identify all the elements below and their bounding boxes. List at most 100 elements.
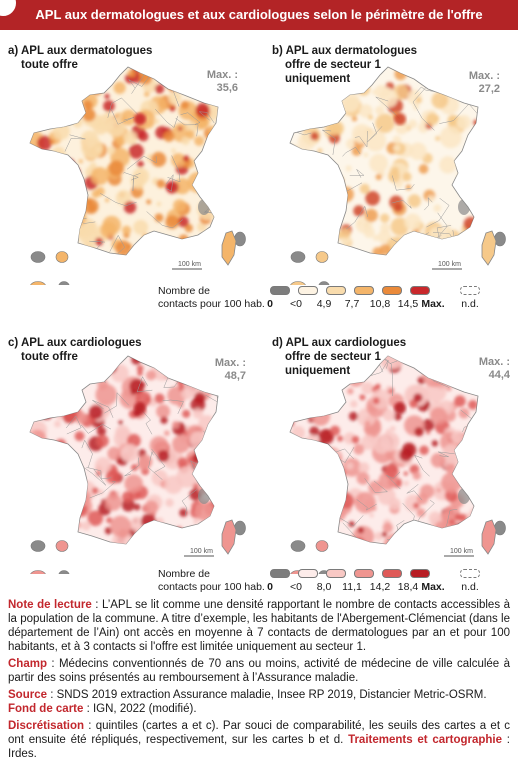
panel-d-title: d) APL aux cardiologues offre de secteur… [272, 336, 406, 378]
panel-b-title-line2: offre de secteur 1 [285, 59, 381, 71]
legend-cardio-label: Nombre de contacts pour 100 hab. [158, 568, 265, 594]
panel-a-max-label: Max. : [206, 69, 238, 81]
overseas-territory-inset [58, 281, 70, 285]
corse-outline [221, 519, 237, 555]
panel-b-title-line1: b) APL aux dermatologues [272, 45, 418, 57]
panel-c-max: Max. : 48,7 [186, 357, 246, 383]
legend-derm-scale: 0 <0 4,9 7,7 10,8 14,5 Max. n.d. [267, 286, 518, 312]
panel-a-title-line2: toute offre [21, 59, 78, 71]
legend-swatch [298, 286, 318, 295]
corse-outline [481, 519, 497, 555]
note-lecture-label: Note de lecture [8, 599, 92, 611]
france-map-d [289, 355, 506, 574]
overseas-territory-inset [30, 251, 46, 263]
overseas-territory-inset [318, 281, 330, 285]
panel-a-title-line1: a) APL aux dermatologues [8, 45, 153, 57]
legend-swatch [382, 569, 402, 578]
legend-swatch [298, 569, 318, 578]
legend-swatch [326, 569, 346, 578]
figure-title: APL aux dermatologues et aux cardiologue… [35, 7, 483, 22]
legend-derm-label: Nombre de contacts pour 100 hab. [158, 285, 265, 311]
legend-swatch [326, 286, 346, 295]
overseas-territory-inset [55, 540, 69, 552]
legend-tick-label: Max. [421, 581, 445, 593]
panel-c-max-label: Max. : [214, 357, 246, 369]
scale-bar-d-label: 100 km [450, 548, 473, 555]
legend-swatch [410, 286, 430, 295]
overseas-territory-inset [30, 540, 46, 552]
legend-swatch [270, 569, 290, 578]
panel-c-title-line1: c) APL aux cardiologues [8, 337, 142, 349]
overseas-territory-inset [55, 251, 69, 263]
panel-b-max: Max. : 27,2 [440, 70, 500, 96]
note-champ-text: : Médecins conventionnés de 70 ans ou mo… [8, 658, 510, 684]
legend-cardio-label-line1: Nombre de [158, 568, 210, 580]
note-source-label: Source [8, 689, 47, 701]
legend-tick-label: 14,2 [369, 581, 391, 593]
legend-tick-label: 0 [267, 298, 273, 310]
legend-tick-label: 7,7 [344, 298, 360, 310]
legend-swatch [410, 569, 430, 578]
scale-bar-a-label: 100 km [178, 261, 201, 268]
overseas-territory-inset [58, 570, 70, 574]
legend-tick-label: 8,0 [316, 581, 332, 593]
overseas-territory-inset [30, 570, 46, 574]
note-champ-label: Champ [8, 658, 47, 670]
overseas-territory-inset [290, 251, 306, 263]
map-b-dermatologues-secteur-1: 100 km [289, 66, 506, 285]
panel-b-title-line3: uniquement [285, 73, 351, 85]
corse-outline [221, 230, 237, 266]
legend-tick-label: 4,9 [316, 298, 332, 310]
legend-swatch [460, 286, 480, 295]
legend-swatch [460, 569, 480, 578]
note-fond-text: : IGN, 2022 (modifié). [83, 703, 197, 715]
overseas-territory-inset [30, 281, 46, 285]
note-champ: Champ : Médecins conventionnés de 70 ans… [8, 657, 510, 685]
note-discretisation-label: Discrétisation [8, 720, 85, 732]
panel-a-max: Max. : 35,6 [178, 69, 238, 95]
legend-cardio-label-line2: contacts pour 100 hab. [158, 581, 265, 593]
scale-bar-c-label: 100 km [190, 548, 213, 555]
legend-tick-label: 11,1 [342, 581, 362, 593]
overseas-territory-inset [315, 251, 329, 263]
figure-header-bar [0, 0, 518, 30]
panel-a-max-value: 35,6 [216, 82, 238, 94]
france-map-c [29, 355, 246, 574]
panel-d-max-value: 44,4 [488, 369, 510, 381]
map-c-cardiologues-toute-offre: 100 km [29, 355, 246, 574]
overseas-territory-inset [234, 231, 246, 247]
note-source-text: : SNDS 2019 extraction Assurance maladie… [47, 689, 487, 701]
legend-tick-label: Max. [421, 298, 445, 310]
map-d-cardiologues-secteur-1: 100 km [289, 355, 506, 574]
panel-d-title-line1: d) APL aux cardiologues [272, 337, 407, 349]
legend-tick-label: 10,8 [369, 298, 391, 310]
france-map-a [29, 66, 246, 285]
panel-b-max-label: Max. : [468, 70, 500, 82]
legend-tick-label: 18,4 [397, 581, 419, 593]
overseas-territory-inset [315, 540, 329, 552]
note-lecture-text: : L’APL se lit comme une densité rapport… [8, 599, 510, 653]
overseas-territory-inset [290, 281, 306, 285]
note-discretisation: Discrétisation : quintiles (cartes a et … [8, 719, 510, 761]
panel-b-title: b) APL aux dermatologues offre de secteu… [272, 44, 417, 86]
france-map-b [289, 66, 506, 285]
legend-derm-label-line1: Nombre de [158, 285, 210, 297]
panel-c-title-line2: toute offre [21, 351, 78, 363]
note-fond: Fond de carte : IGN, 2022 (modifié). [8, 702, 510, 716]
overseas-territory-inset [290, 540, 306, 552]
map-a-dermatologues-toute-offre: 100 km [29, 66, 246, 285]
panel-c-max-value: 48,7 [224, 370, 246, 382]
legend-tick-label: <0 [290, 581, 302, 593]
legend-tick-label: <0 [290, 298, 302, 310]
legend-swatch [354, 286, 374, 295]
panel-d-max-label: Max. : [478, 356, 510, 368]
figure-notes: Note de lecture : L’APL se lit comme une… [8, 598, 510, 764]
legend-derm-label-line2: contacts pour 100 hab. [158, 298, 265, 310]
overseas-territory-inset [494, 231, 506, 247]
panel-d-max: Max. : 44,4 [450, 356, 510, 382]
note-discretisation-text: : quintiles (cartes a et c). Par souci d… [8, 720, 510, 746]
overseas-territory-inset [494, 520, 506, 536]
note-fond-label: Fond de carte [8, 703, 84, 715]
legend-tick-label: 0 [267, 581, 273, 593]
legend-swatch [382, 286, 402, 295]
